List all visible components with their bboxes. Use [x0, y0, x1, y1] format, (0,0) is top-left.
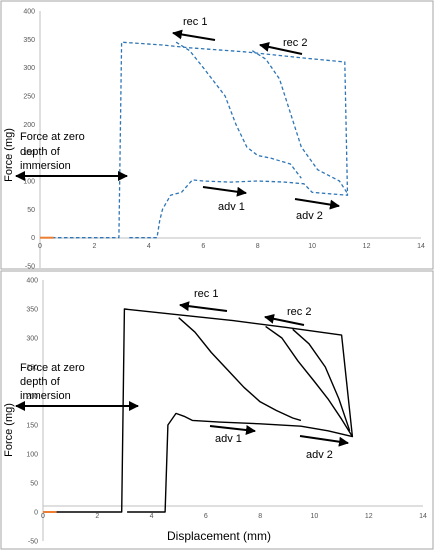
- chart-top-x-tick-label: 2: [92, 243, 96, 250]
- chart-bottom-series-line-1: [43, 308, 354, 513]
- chart-bottom-adv2-label: adv 2: [306, 449, 333, 461]
- chart-bottom-rec2-label: rec 2: [287, 306, 311, 318]
- chart-bottom-y-tick-label: 200: [26, 394, 38, 401]
- chart-top-y-axis-label: Force (mg): [3, 128, 15, 182]
- chart-top-y-tick-label: 300: [23, 65, 35, 72]
- chart-bottom-x-axis-label: Displacement (mm): [167, 529, 271, 543]
- chart-bottom-y-tick-label: 0: [34, 510, 38, 517]
- chart-top-rec2-label: rec 2: [283, 37, 307, 49]
- chart-bottom-adv2-arrow: [299, 435, 349, 447]
- chart-bottom-frame: [0, 270, 434, 550]
- chart-bottom-rec2-arrow: [264, 313, 305, 326]
- chart-bottom-y-tick-label: 150: [26, 423, 38, 430]
- chart-top-force-zero-label-2: depth of: [20, 146, 61, 158]
- chart-top-force-zero-label-1: Force at zero: [20, 131, 85, 143]
- chart-top-x-tick-label: 14: [417, 243, 425, 250]
- chart-top-y-tick-label: 0: [31, 235, 35, 242]
- chart-bottom-x-ticks: 0 2 4 6 8 10 12 14: [41, 513, 427, 520]
- chart-bottom: Force (mg) Displacement (mm) -5005010015…: [0, 270, 434, 550]
- chart-top-y-tick-label: 400: [23, 9, 35, 16]
- chart-bottom-y-tick-label: 50: [30, 481, 38, 488]
- chart-top-x-ticks: 0 2 4 6 8 10 12 14: [38, 243, 425, 250]
- chart-top-series-line-1: [40, 41, 349, 239]
- chart-bottom-annotations: rec 1 rec 2 adv 1 adv 2 Force at zero de…: [15, 288, 349, 461]
- chart-bottom-x-tick-label: 10: [311, 513, 319, 520]
- chart-top-x-tick-label: 8: [256, 243, 260, 250]
- chart-top-x-tick-label: 6: [201, 243, 205, 250]
- chart-bottom-series-line-4: [292, 328, 351, 432]
- chart-bottom-x-tick-label: 14: [419, 513, 427, 520]
- chart-bottom-y-tick-label: 250: [26, 365, 38, 372]
- chart-top-series-line-2: [175, 41, 302, 179]
- chart-top-rec1-arrow: [172, 29, 216, 41]
- chart-top-x-tick-label: 4: [147, 243, 151, 250]
- chart-bottom-series-line-3: [265, 325, 353, 437]
- chart-top-rec1-label: rec 1: [183, 16, 207, 28]
- chart-top-y-tick-label: 200: [23, 122, 35, 129]
- chart-bottom-force-zero-label-1: Force at zero: [20, 362, 85, 374]
- chart-top-y-tick-label: 150: [23, 150, 35, 157]
- chart-top-series: [40, 41, 349, 239]
- chart-top-adv2-label: adv 2: [296, 210, 323, 222]
- chart-top-y-tick-label: 350: [23, 37, 35, 44]
- chart-bottom-y-ticks: -50 0 50 100 150 200 250 300 350 400: [26, 278, 38, 546]
- chart-top-series-line-3: [251, 50, 349, 194]
- chart-top-y-tick-label: -50: [25, 264, 35, 271]
- chart-bottom-x-tick-label: 8: [258, 513, 262, 520]
- chart-top-x-tick-label: 10: [308, 243, 316, 250]
- chart-top-frame: [0, 0, 434, 270]
- chart-bottom-series: [43, 308, 354, 513]
- chart-bottom-x-tick-label: 6: [204, 513, 208, 520]
- chart-bottom-rec1-arrow: [179, 301, 228, 312]
- chart-top-adv2-arrow: [294, 198, 340, 210]
- chart-bottom-adv1-arrow: [209, 425, 256, 435]
- chart-top-y-tick-label: 250: [23, 94, 35, 101]
- chart-top-force-zero-label-3: immersion: [20, 160, 71, 172]
- chart-top-annotations: rec 1 rec 2 adv 1 adv 2 Force at zero de…: [15, 16, 340, 222]
- chart-bottom-y-tick-label: 400: [26, 278, 38, 285]
- chart-top-y-ticks: -50 0 50 100 150 200 250 300 350 400: [23, 9, 35, 271]
- chart-bottom-adv1-label: adv 1: [215, 433, 242, 445]
- chart-bottom-x-tick-label: 2: [95, 513, 99, 520]
- chart-bottom-rec1-label: rec 1: [194, 288, 218, 300]
- chart-bottom-y-axis-label: Force (mg): [3, 403, 15, 457]
- chart-bottom-series-line-2: [178, 317, 302, 422]
- chart-top-x-tick-label: 0: [38, 243, 42, 250]
- chart-bottom-force-zero-label-3: immersion: [20, 390, 71, 402]
- chart-top-y-tick-label: 50: [27, 207, 35, 214]
- chart-bottom-y-tick-label: 100: [26, 452, 38, 459]
- chart-bottom-y-tick-label: 350: [26, 307, 38, 314]
- chart-bottom-x-tick-label: 12: [365, 513, 373, 520]
- chart-top-adv1-label: adv 1: [218, 201, 245, 213]
- chart-top-y-tick-label: 100: [23, 179, 35, 186]
- chart-bottom-y-tick-label: -50: [28, 539, 38, 546]
- chart-bottom-y-tick-label: 300: [26, 336, 38, 343]
- chart-top-rec2-arrow: [259, 41, 303, 55]
- chart-bottom-x-tick-label: 4: [150, 513, 154, 520]
- chart-top-x-tick-label: 12: [363, 243, 371, 250]
- chart-bottom-x-tick-label: 0: [41, 513, 45, 520]
- chart-top-adv1-arrow: [202, 186, 247, 197]
- chart-bottom-force-zero-label-2: depth of: [20, 376, 61, 388]
